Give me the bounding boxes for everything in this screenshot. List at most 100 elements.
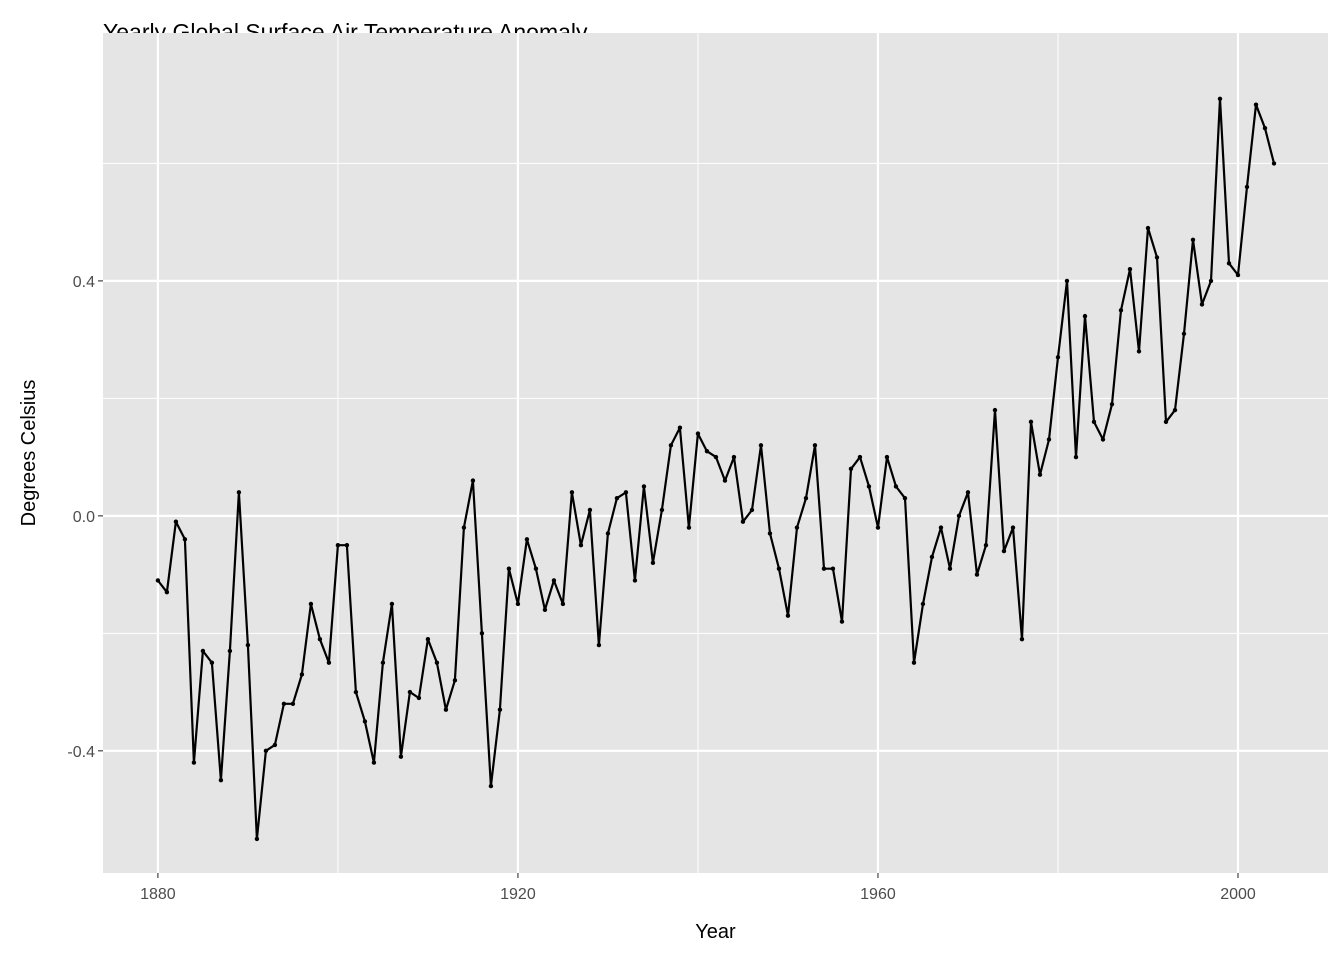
data-point <box>443 707 449 712</box>
data-point <box>956 513 962 519</box>
data-point <box>452 678 458 683</box>
data-point <box>650 560 656 566</box>
data-point <box>1118 308 1124 313</box>
major-gridlines <box>103 33 1328 873</box>
data-point <box>407 689 413 695</box>
data-point <box>461 525 467 530</box>
data-point <box>704 449 710 454</box>
data-point <box>749 507 755 513</box>
data-point <box>569 490 575 495</box>
data-point <box>1217 96 1223 101</box>
data-point <box>263 748 269 754</box>
data-point <box>848 466 854 472</box>
data-point <box>758 443 764 448</box>
data-point <box>1271 161 1277 166</box>
data-point <box>434 660 440 665</box>
data-point <box>506 566 512 571</box>
data-point <box>470 478 476 483</box>
data-points <box>155 96 1277 842</box>
data-point <box>785 613 791 618</box>
data-point <box>299 672 305 677</box>
data-point <box>767 531 773 536</box>
y-axis: -0.4 0.0 0.4 <box>67 274 103 761</box>
data-point <box>254 836 260 842</box>
data-point <box>344 543 350 548</box>
data-point <box>227 648 233 654</box>
data-point <box>947 566 953 571</box>
data-point <box>884 454 890 460</box>
data-point <box>866 484 872 489</box>
data-point <box>695 431 701 436</box>
data-point <box>1037 472 1043 477</box>
data-point <box>524 537 530 542</box>
data-point <box>488 783 494 789</box>
data-point <box>281 701 287 707</box>
data-point <box>605 531 611 536</box>
data-point <box>290 701 296 707</box>
y-tick-label: -0.4 <box>67 744 95 761</box>
data-point <box>353 689 359 695</box>
data-point <box>821 566 827 571</box>
data-point <box>1109 402 1115 407</box>
data-point <box>812 443 818 448</box>
data-point <box>326 660 332 665</box>
data-point <box>209 660 215 665</box>
data-point <box>623 490 629 495</box>
data-point <box>587 507 593 513</box>
data-point <box>236 490 242 495</box>
data-point <box>830 566 836 571</box>
data-point <box>1208 278 1214 284</box>
y-axis-title: Degrees Celsius <box>18 380 40 527</box>
data-point <box>164 590 170 595</box>
data-point <box>1172 407 1178 413</box>
data-point <box>929 554 935 560</box>
data-point <box>1064 278 1070 284</box>
data-point <box>1181 331 1187 336</box>
x-tick-label: 1920 <box>500 886 536 903</box>
data-point <box>497 707 503 712</box>
data-point <box>245 642 251 648</box>
data-point <box>641 484 647 489</box>
data-point <box>803 496 809 501</box>
data-point <box>1100 437 1106 442</box>
data-point <box>722 478 728 483</box>
data-point <box>380 660 386 665</box>
data-point <box>857 454 863 460</box>
data-point <box>1190 237 1196 242</box>
data-point <box>1073 454 1079 460</box>
data-point <box>983 543 989 548</box>
data-point <box>614 496 620 501</box>
data-point <box>992 407 998 413</box>
data-point <box>425 637 431 642</box>
data-point <box>1019 637 1025 642</box>
y-tick-label: 0.4 <box>73 274 95 291</box>
data-point <box>317 637 323 642</box>
data-point <box>839 619 845 624</box>
data-point <box>1127 266 1133 272</box>
data-point <box>740 519 746 524</box>
data-point <box>479 631 485 636</box>
data-point <box>1253 102 1259 107</box>
data-point <box>308 601 314 607</box>
data-point <box>1244 184 1250 190</box>
data-point <box>515 601 521 607</box>
data-point <box>272 742 278 748</box>
data-point <box>776 566 782 571</box>
data-point <box>389 601 395 607</box>
data-point <box>173 519 179 524</box>
data-point <box>1091 419 1097 425</box>
data-point <box>200 648 206 654</box>
data-point <box>191 760 197 765</box>
data-point <box>551 578 557 583</box>
data-point <box>632 578 638 583</box>
data-point <box>335 543 341 548</box>
y-tick-label: 0.0 <box>73 509 95 526</box>
data-point <box>668 443 674 448</box>
data-point <box>1001 548 1007 554</box>
data-point <box>1262 125 1268 131</box>
data-point <box>1082 313 1088 319</box>
data-point <box>1163 419 1169 425</box>
x-axis-title: Year <box>695 921 736 943</box>
data-point <box>965 490 971 495</box>
data-point <box>911 660 917 665</box>
